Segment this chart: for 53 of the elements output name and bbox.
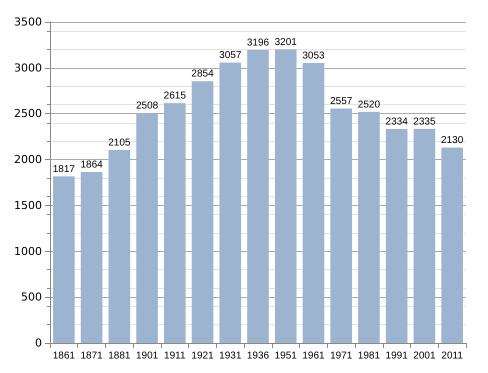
x-tick-label: 1981 bbox=[358, 350, 380, 362]
x-tick-label: 1971 bbox=[330, 350, 353, 362]
data-label: 2520 bbox=[358, 99, 380, 110]
x-tick-label: 1961 bbox=[302, 350, 326, 362]
x-tick-label: 1861 bbox=[52, 350, 76, 362]
y-tick-label: 3000 bbox=[14, 61, 42, 74]
x-tick-label: 1921 bbox=[191, 350, 214, 362]
x-tick-label: 1911 bbox=[164, 350, 186, 362]
bar bbox=[219, 62, 242, 343]
y-tick-label: 2500 bbox=[14, 107, 42, 120]
bar bbox=[164, 103, 186, 343]
data-label: 2508 bbox=[136, 100, 159, 112]
bar bbox=[80, 172, 102, 343]
x-tick-label: 2001 bbox=[413, 350, 436, 362]
data-label: 3201 bbox=[274, 36, 298, 48]
bar bbox=[53, 176, 75, 343]
bar bbox=[108, 150, 130, 343]
data-label: 2557 bbox=[330, 96, 353, 107]
bar bbox=[386, 128, 408, 343]
bar bbox=[441, 148, 463, 343]
bar bbox=[414, 128, 436, 343]
data-label: 2334 bbox=[386, 116, 408, 128]
data-label: 3057 bbox=[219, 50, 242, 62]
bar bbox=[136, 112, 158, 343]
x-tick-label: 1881 bbox=[108, 350, 131, 362]
x-tick-label: 1901 bbox=[136, 350, 159, 362]
data-label: 2854 bbox=[191, 68, 214, 80]
data-label: 2130 bbox=[441, 135, 464, 146]
data-label: 3196 bbox=[246, 37, 270, 48]
data-label: 1864 bbox=[80, 160, 104, 171]
y-tick-label: 1500 bbox=[14, 198, 42, 212]
bar bbox=[358, 112, 380, 343]
bar bbox=[247, 50, 269, 343]
y-tick-label: 3500 bbox=[14, 16, 42, 28]
x-tick-label: 1936 bbox=[246, 350, 270, 362]
data-label: 2335 bbox=[413, 116, 436, 128]
bar bbox=[302, 62, 324, 343]
data-label: 2105 bbox=[108, 137, 131, 148]
x-tick-label: 1991 bbox=[386, 350, 408, 362]
x-tick-label: 1951 bbox=[274, 350, 298, 362]
bar bbox=[274, 49, 297, 343]
y-tick-label: 500 bbox=[21, 290, 42, 304]
bar bbox=[192, 81, 214, 343]
y-tick-label: 2000 bbox=[14, 153, 42, 166]
y-tick-label: 0 bbox=[35, 336, 42, 350]
y-tick-label: 1000 bbox=[14, 244, 42, 258]
bar bbox=[330, 108, 352, 343]
x-tick-label: 1871 bbox=[80, 350, 104, 362]
data-label: 1817 bbox=[52, 164, 76, 175]
data-label: 2615 bbox=[164, 90, 186, 102]
x-tick-label: 1931 bbox=[219, 350, 242, 362]
x-tick-label: 2011 bbox=[441, 350, 464, 362]
data-label: 3053 bbox=[302, 50, 326, 62]
